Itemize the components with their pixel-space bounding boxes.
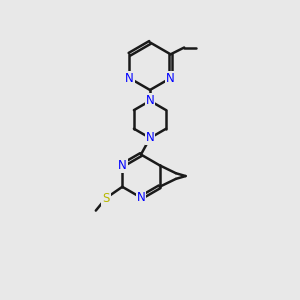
Text: S: S xyxy=(102,192,110,205)
Text: N: N xyxy=(125,72,134,85)
Text: N: N xyxy=(146,94,154,107)
Text: N: N xyxy=(136,191,145,204)
Text: N: N xyxy=(166,72,175,85)
Text: N: N xyxy=(118,159,127,172)
Text: N: N xyxy=(146,131,154,145)
